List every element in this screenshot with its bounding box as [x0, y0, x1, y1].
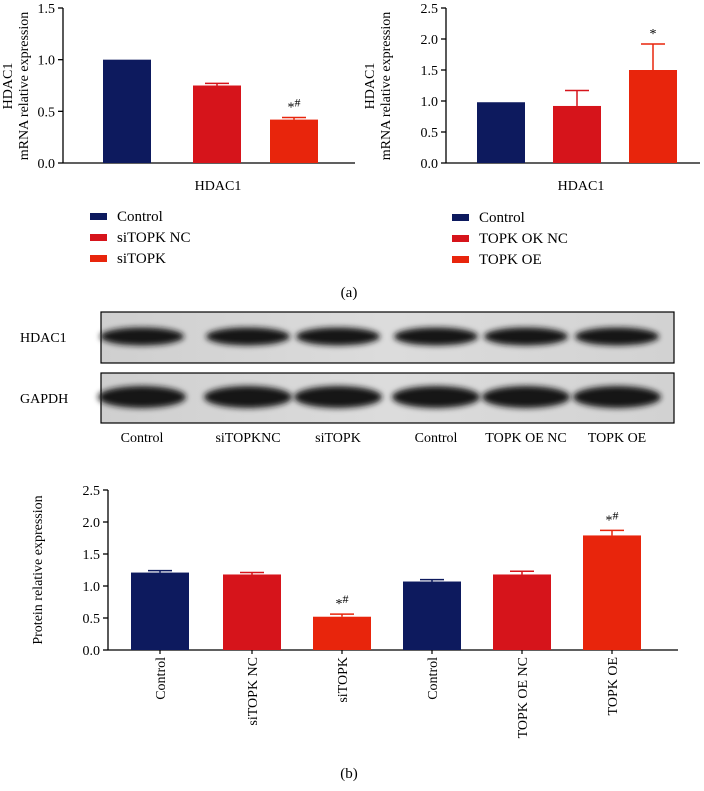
legend-label: Control [117, 209, 163, 225]
y-axis-title-line: mRNA relative expression [17, 12, 32, 161]
y-tick-label: 2.0 [83, 516, 101, 531]
bar [553, 105, 601, 163]
legend-label: TOPK OE [479, 252, 542, 268]
y-tick-label: 0.5 [83, 612, 101, 627]
x-tick-label: siTOPK [336, 657, 351, 703]
y-tick-label: 0.5 [421, 126, 439, 141]
y-axis-title-line: Protein relative expression [31, 495, 46, 644]
legend-label: Control [479, 210, 525, 226]
legend-right: Control TOPK OK NC TOPK OE [452, 210, 568, 268]
panel-label-a: (a) [341, 285, 358, 301]
x-tick-label: Control [426, 657, 441, 700]
blot-lane-label: Control [415, 431, 458, 446]
significance-label: *# [288, 96, 301, 116]
x-tick-label: Control [154, 657, 169, 700]
y-tick-label: 1.0 [38, 54, 56, 69]
blot-band [206, 327, 290, 346]
x-axis-label: HDAC1 [195, 179, 242, 194]
chart-b: Protein relative expression 0.0 0.5 1.0 1.5… [31, 484, 678, 738]
blot-row-label: HDAC1 [20, 331, 67, 346]
blot-lane-label: siTOPKNC [215, 431, 280, 446]
y-tick-label: 1.0 [83, 580, 101, 595]
y-tick-label: 1.5 [421, 64, 439, 79]
legend-label: TOPK OK NC [479, 231, 568, 247]
bar [313, 616, 371, 650]
blot-strips [98, 311, 675, 424]
blot-band [575, 327, 659, 346]
bar [403, 581, 461, 650]
panel-label-b: (b) [340, 766, 358, 782]
blot-band [296, 327, 380, 346]
significance-label: *# [336, 592, 349, 612]
chart-a-left: HDAC1 mRNA relative expression 0.00.51.01… [1, 2, 355, 194]
y-axis-title: Protein relative expression [31, 495, 46, 644]
blot-band [482, 386, 570, 408]
y-axis-title-line: HDAC1 [1, 63, 16, 110]
x-tick-label: TOPK OE [606, 657, 621, 715]
y-axis-title: HDAC1 mRNA relative expression [1, 12, 32, 161]
bar [493, 574, 551, 650]
legend-swatch [452, 214, 469, 221]
bar [103, 59, 151, 163]
bar [270, 119, 318, 163]
bar [583, 535, 641, 650]
y-tick-label: 2.5 [421, 2, 439, 17]
blot-band [100, 327, 184, 346]
blot-lane-label: TOPK OE [588, 431, 646, 446]
x-tick-label: TOPK OE NC [516, 657, 531, 738]
x-tick-labels: Control siTOPK NC siTOPK Control TOPK OE NC T… [154, 650, 621, 738]
x-axis-label: HDAC1 [558, 179, 605, 194]
blot-band [204, 386, 292, 408]
blot-band [98, 386, 186, 408]
bar [629, 70, 677, 163]
significance-label: *# [606, 508, 619, 528]
blot-lane-labels: Control siTOPKNC siTOPK Control TOPK OE NC TO… [121, 431, 647, 446]
bars: *# *# [131, 508, 641, 650]
legend-label: siTOPK [117, 251, 166, 267]
y-tick-label: 1.5 [83, 548, 101, 563]
blot-row-label: GAPDH [20, 392, 68, 407]
legend-swatch [90, 213, 107, 220]
bar [131, 572, 189, 650]
legend-swatch [452, 256, 469, 263]
y-tick-label: 0.5 [38, 105, 56, 120]
y-axis-title-line: mRNA relative expression [379, 12, 394, 161]
x-tick-label: siTOPK NC [246, 657, 261, 726]
legend-swatch [452, 235, 469, 242]
blot-lane-label: TOPK OE NC [485, 431, 566, 446]
blot-band [394, 327, 478, 346]
y-tick-label: 1.5 [38, 2, 56, 17]
blot-lane-label: siTOPK [315, 431, 361, 446]
western-blot: HDAC1 GAPDH Control siTOPKNC siTOPK Control… [20, 311, 675, 446]
y-tick-label: 2.5 [83, 484, 101, 499]
bars: *# [103, 59, 318, 163]
legend-swatch [90, 234, 107, 241]
legend-swatch [90, 255, 107, 262]
blot-band [294, 386, 382, 408]
bar [193, 85, 241, 163]
bar [477, 102, 525, 163]
significance-label: * [650, 27, 657, 42]
y-tick-label: 2.0 [421, 33, 439, 48]
y-axis-title-line: HDAC1 [363, 63, 378, 110]
legend-label: siTOPK NC [117, 230, 191, 246]
legend-left: Control siTOPK NC siTOPK [90, 209, 191, 267]
chart-a-right: HDAC1 mRNA relative expression 0.00.51.01… [363, 2, 700, 194]
bars: * [477, 27, 677, 163]
blot-band [573, 386, 661, 408]
blot-band [392, 386, 480, 408]
bar [223, 574, 281, 650]
y-tick-label: 0.0 [421, 157, 439, 172]
blot-lane-label: Control [121, 431, 164, 446]
y-tick-label: 1.0 [421, 95, 439, 110]
y-tick-label: 0.0 [83, 644, 101, 659]
y-axis-title: HDAC1 mRNA relative expression [363, 12, 394, 161]
y-tick-label: 0.0 [38, 157, 56, 172]
blot-band [484, 327, 568, 346]
